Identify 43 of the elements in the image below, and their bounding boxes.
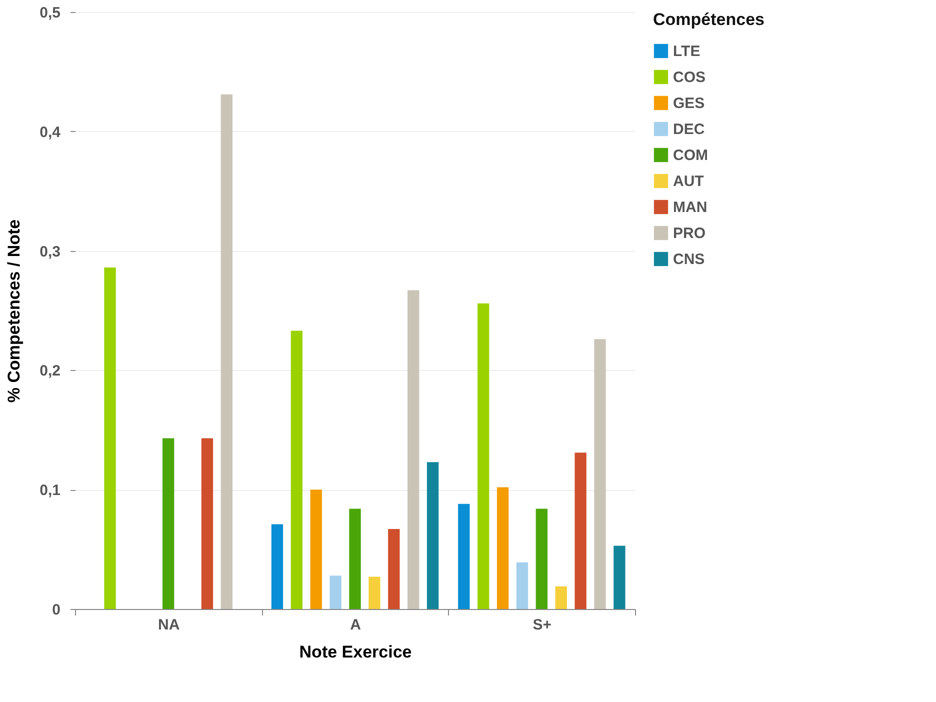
bar xyxy=(426,462,439,609)
legend-label: AUT xyxy=(673,173,704,190)
legend-label: LTE xyxy=(673,43,700,60)
legend-label: CNS xyxy=(673,251,705,268)
bar xyxy=(271,524,284,609)
bar xyxy=(201,438,214,609)
bar xyxy=(516,562,528,609)
bar xyxy=(330,576,342,609)
bar xyxy=(536,508,548,609)
x-axis-title: Note Exercice xyxy=(299,642,412,662)
legend-label: PRO xyxy=(673,225,706,242)
legend-label: COM xyxy=(673,147,708,164)
legend-label: COS xyxy=(673,69,706,86)
bar xyxy=(388,529,400,609)
y-tick-label: 0,3 xyxy=(40,243,60,260)
y-axis-title: % Competences / Note xyxy=(4,219,24,403)
bar xyxy=(408,290,420,609)
bar xyxy=(290,330,302,609)
legend-label: GES xyxy=(673,95,705,112)
bar xyxy=(574,452,586,609)
bar xyxy=(310,490,322,609)
x-tick-label: NA xyxy=(158,616,180,634)
y-tick-label: 0,2 xyxy=(40,362,60,380)
bar xyxy=(162,438,174,609)
bar xyxy=(349,508,361,609)
bar xyxy=(614,546,626,609)
y-tick-label: 0 xyxy=(52,602,60,618)
bar xyxy=(555,586,567,609)
bar xyxy=(496,487,509,609)
bar xyxy=(458,504,470,609)
y-tick-label: 0,1 xyxy=(40,482,60,500)
legend-label: MAN xyxy=(673,199,708,216)
x-tick-label: S+ xyxy=(532,616,552,634)
bar xyxy=(594,339,606,609)
legend-label: DEC xyxy=(673,121,705,138)
x-tick-label: A xyxy=(350,616,362,634)
legend-title: Compétences xyxy=(653,10,764,29)
bar xyxy=(478,303,490,609)
bar xyxy=(368,576,380,609)
y-tick-label: 0,5 xyxy=(40,4,60,22)
bar xyxy=(220,94,232,609)
bar xyxy=(104,268,116,609)
y-tick-label: 0,4 xyxy=(40,124,62,141)
